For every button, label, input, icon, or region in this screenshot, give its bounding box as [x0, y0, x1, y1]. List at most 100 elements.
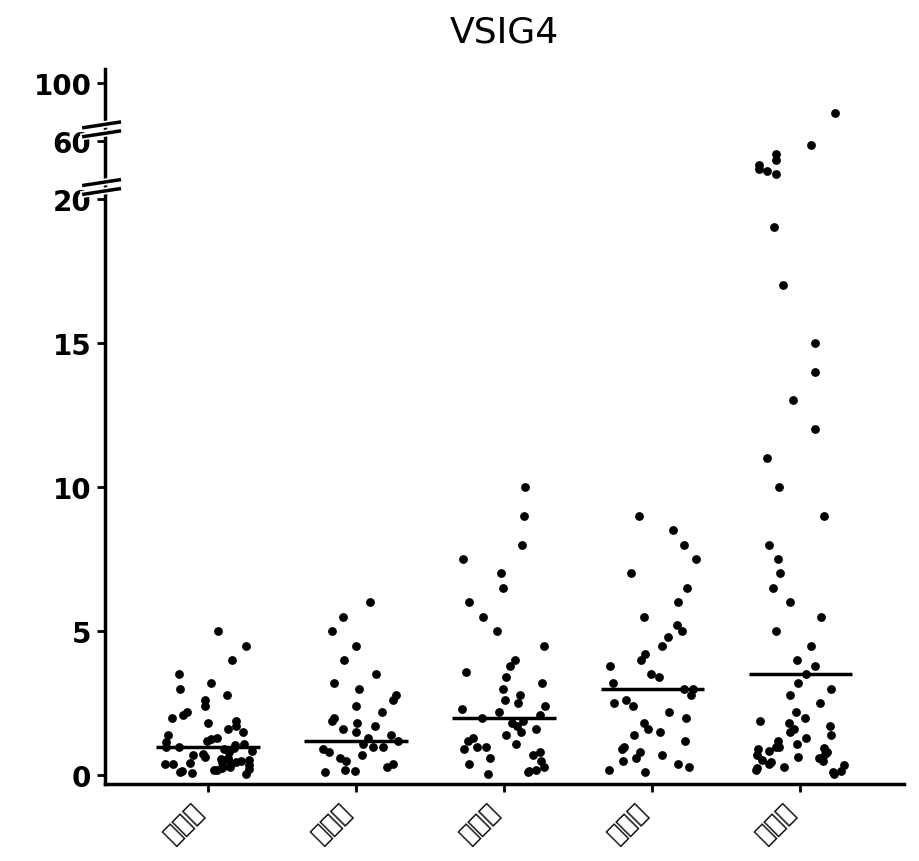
- Point: [762, 757, 777, 771]
- Point: [624, 567, 639, 580]
- Point: [204, 677, 219, 691]
- Point: [798, 711, 812, 725]
- Point: [516, 510, 531, 523]
- Point: [459, 665, 473, 678]
- Point: [159, 735, 174, 749]
- Point: [655, 748, 670, 762]
- Point: [239, 767, 254, 781]
- Point: [503, 660, 517, 673]
- Point: [462, 757, 477, 771]
- Point: [652, 671, 667, 684]
- Point: [823, 682, 838, 696]
- Point: [538, 699, 552, 713]
- Point: [490, 624, 505, 638]
- Point: [769, 148, 784, 162]
- Point: [324, 624, 339, 638]
- Point: [171, 668, 186, 682]
- Point: [198, 750, 212, 764]
- Point: [660, 630, 675, 644]
- Point: [215, 756, 230, 770]
- Point: [335, 610, 350, 624]
- Point: [368, 720, 382, 734]
- Point: [750, 748, 765, 762]
- Point: [834, 765, 848, 778]
- Point: [228, 739, 243, 753]
- Point: [807, 337, 822, 350]
- Point: [389, 688, 403, 702]
- Point: [201, 716, 216, 730]
- Point: [338, 754, 353, 768]
- Point: [172, 682, 187, 696]
- Point: [179, 705, 194, 719]
- Point: [227, 741, 242, 755]
- Point: [470, 740, 484, 753]
- Point: [633, 746, 648, 759]
- Title: VSIG4: VSIG4: [449, 15, 559, 49]
- Point: [348, 699, 363, 713]
- Point: [787, 722, 801, 736]
- Point: [176, 708, 190, 722]
- Point: [641, 722, 655, 736]
- Point: [777, 760, 791, 774]
- Point: [606, 677, 620, 691]
- Point: [222, 759, 237, 773]
- Point: [349, 716, 364, 730]
- Point: [617, 740, 631, 753]
- Point: [315, 743, 330, 757]
- Point: [638, 647, 652, 661]
- Point: [175, 765, 189, 778]
- Point: [762, 538, 777, 552]
- Point: [638, 765, 652, 779]
- Point: [505, 716, 519, 730]
- Point: [348, 725, 363, 739]
- Point: [385, 757, 400, 771]
- Point: [475, 711, 490, 725]
- Point: [198, 699, 212, 713]
- Point: [516, 714, 530, 728]
- Point: [172, 740, 187, 753]
- Point: [769, 154, 784, 168]
- Point: [375, 705, 390, 719]
- Point: [380, 760, 394, 774]
- Point: [627, 728, 641, 742]
- Point: [618, 694, 633, 708]
- Point: [671, 757, 686, 771]
- Point: [498, 671, 513, 684]
- Point: [665, 523, 680, 537]
- Point: [376, 740, 391, 753]
- Point: [476, 610, 491, 624]
- Point: [602, 763, 617, 777]
- Point: [318, 765, 333, 779]
- Point: [221, 746, 236, 759]
- Point: [752, 159, 766, 173]
- Point: [321, 746, 335, 759]
- Point: [234, 754, 249, 768]
- Point: [479, 740, 494, 753]
- Point: [662, 705, 676, 719]
- Point: [356, 737, 370, 751]
- Point: [750, 761, 765, 775]
- Point: [825, 765, 840, 779]
- Point: [369, 668, 383, 682]
- Point: [220, 688, 234, 702]
- Point: [754, 753, 769, 766]
- Point: [383, 728, 398, 742]
- Point: [217, 743, 232, 757]
- Point: [532, 708, 547, 722]
- Point: [782, 596, 797, 610]
- Point: [675, 624, 690, 638]
- Point: [759, 165, 774, 179]
- Point: [629, 752, 643, 765]
- Point: [165, 711, 180, 725]
- Point: [495, 581, 510, 595]
- Point: [632, 510, 647, 523]
- Point: [625, 699, 640, 713]
- Point: [355, 748, 369, 762]
- Point: [789, 705, 803, 719]
- Point: [521, 765, 536, 779]
- Point: [816, 741, 831, 755]
- Point: [229, 714, 244, 728]
- Point: [532, 746, 547, 759]
- Point: [764, 756, 778, 770]
- Point: [242, 762, 256, 776]
